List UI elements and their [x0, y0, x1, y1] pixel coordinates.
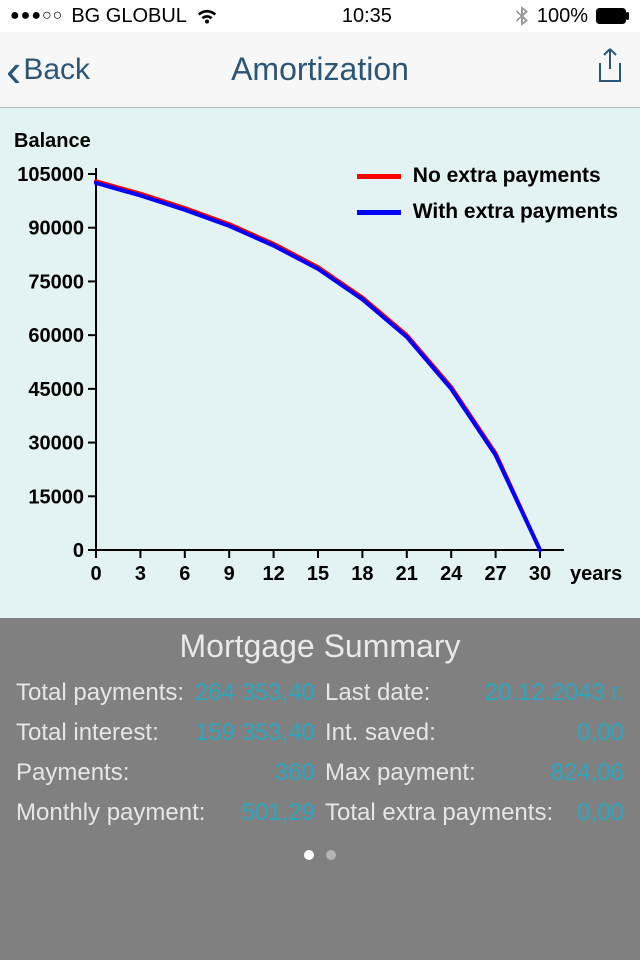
summary-row: Monthly payment: 501,29 — [16, 793, 315, 833]
back-button[interactable]: ‹ Back — [6, 47, 90, 93]
share-icon — [594, 47, 626, 87]
svg-text:24: 24 — [440, 563, 463, 585]
summary-value: 0,00 — [577, 719, 624, 747]
svg-text:30: 30 — [529, 563, 551, 585]
summary-row: Last date: 20.12.2043 г. — [325, 673, 624, 713]
svg-text:0: 0 — [90, 563, 101, 585]
summary-value: 501,29 — [242, 799, 315, 827]
svg-text:15: 15 — [307, 563, 329, 585]
summary-label: Max payment: — [325, 759, 476, 787]
summary-row: Total extra payments: 0,00 — [325, 793, 624, 833]
pager-dot[interactable] — [304, 850, 314, 860]
summary-label: Total payments: — [16, 679, 184, 707]
chevron-left-icon: ‹ — [6, 47, 21, 93]
summary-value: 159 353,40 — [195, 719, 315, 747]
svg-text:0: 0 — [73, 540, 84, 562]
svg-text:15000: 15000 — [28, 486, 84, 508]
summary-label: Total interest: — [16, 719, 159, 747]
summary-title: Mortgage Summary — [0, 618, 640, 673]
share-button[interactable] — [594, 47, 626, 92]
summary-label: Int. saved: — [325, 719, 436, 747]
chart-legend: No extra payments With extra payments — [357, 164, 618, 236]
screen: ●●●○○ BG GLOBUL 10:35 100% ‹ Back Amorti… — [0, 0, 640, 960]
legend-label: No extra payments — [413, 164, 601, 188]
svg-text:6: 6 — [179, 563, 190, 585]
svg-text:years: years — [570, 563, 622, 585]
svg-text:12: 12 — [262, 563, 284, 585]
svg-text:21: 21 — [396, 563, 418, 585]
battery-icon — [596, 8, 630, 24]
summary-row: Total payments: 264 353,40 — [16, 673, 315, 713]
battery-pct: 100% — [537, 5, 588, 28]
summary-value: 264 353,40 — [195, 679, 315, 707]
summary-value: 360 — [275, 759, 315, 787]
svg-text:75000: 75000 — [28, 271, 84, 293]
summary-row: Int. saved: 0,00 — [325, 713, 624, 753]
chart-ylabel: Balance — [14, 130, 91, 153]
bluetooth-icon — [515, 5, 529, 27]
summary-row: Max payment: 824,06 — [325, 753, 624, 793]
svg-text:60000: 60000 — [28, 325, 84, 347]
legend-label: With extra payments — [413, 200, 618, 224]
legend-swatch — [357, 210, 401, 215]
summary-value: 0,00 — [577, 799, 624, 827]
svg-text:3: 3 — [135, 563, 146, 585]
status-bar: ●●●○○ BG GLOBUL 10:35 100% — [0, 0, 640, 32]
summary-panel: Mortgage Summary Total payments: 264 353… — [0, 618, 640, 960]
page-title: Amortization — [0, 51, 640, 88]
summary-row: Payments: 360 — [16, 753, 315, 793]
summary-grid: Total payments: 264 353,40 Last date: 20… — [0, 673, 640, 833]
svg-text:90000: 90000 — [28, 218, 84, 240]
summary-label: Payments: — [16, 759, 129, 787]
svg-text:45000: 45000 — [28, 379, 84, 401]
status-left: ●●●○○ BG GLOBUL — [10, 5, 219, 28]
svg-text:105000: 105000 — [17, 164, 84, 186]
summary-label: Last date: — [325, 679, 430, 707]
svg-text:30000: 30000 — [28, 433, 84, 455]
summary-label: Total extra payments: — [325, 799, 553, 827]
nav-bar: ‹ Back Amortization — [0, 32, 640, 108]
pager-dot[interactable] — [326, 850, 336, 860]
svg-text:18: 18 — [351, 563, 373, 585]
legend-item: No extra payments — [357, 164, 618, 188]
carrier-label: BG GLOBUL — [71, 5, 187, 28]
clock: 10:35 — [342, 5, 392, 28]
signal-dots-icon: ●●●○○ — [10, 7, 63, 25]
wifi-icon — [195, 7, 219, 25]
page-indicator[interactable] — [0, 833, 640, 875]
chart-area: Balance 0 15000 30000 45000 60000 75000 90000 1… — [0, 108, 640, 618]
svg-text:9: 9 — [224, 563, 235, 585]
svg-text:27: 27 — [484, 563, 506, 585]
status-right: 100% — [515, 5, 630, 28]
back-label: Back — [23, 53, 90, 87]
legend-swatch — [357, 174, 401, 179]
summary-label: Monthly payment: — [16, 799, 205, 827]
summary-row: Total interest: 159 353,40 — [16, 713, 315, 753]
legend-item: With extra payments — [357, 200, 618, 224]
summary-value: 20.12.2043 г. — [485, 679, 624, 707]
summary-value: 824,06 — [551, 759, 624, 787]
